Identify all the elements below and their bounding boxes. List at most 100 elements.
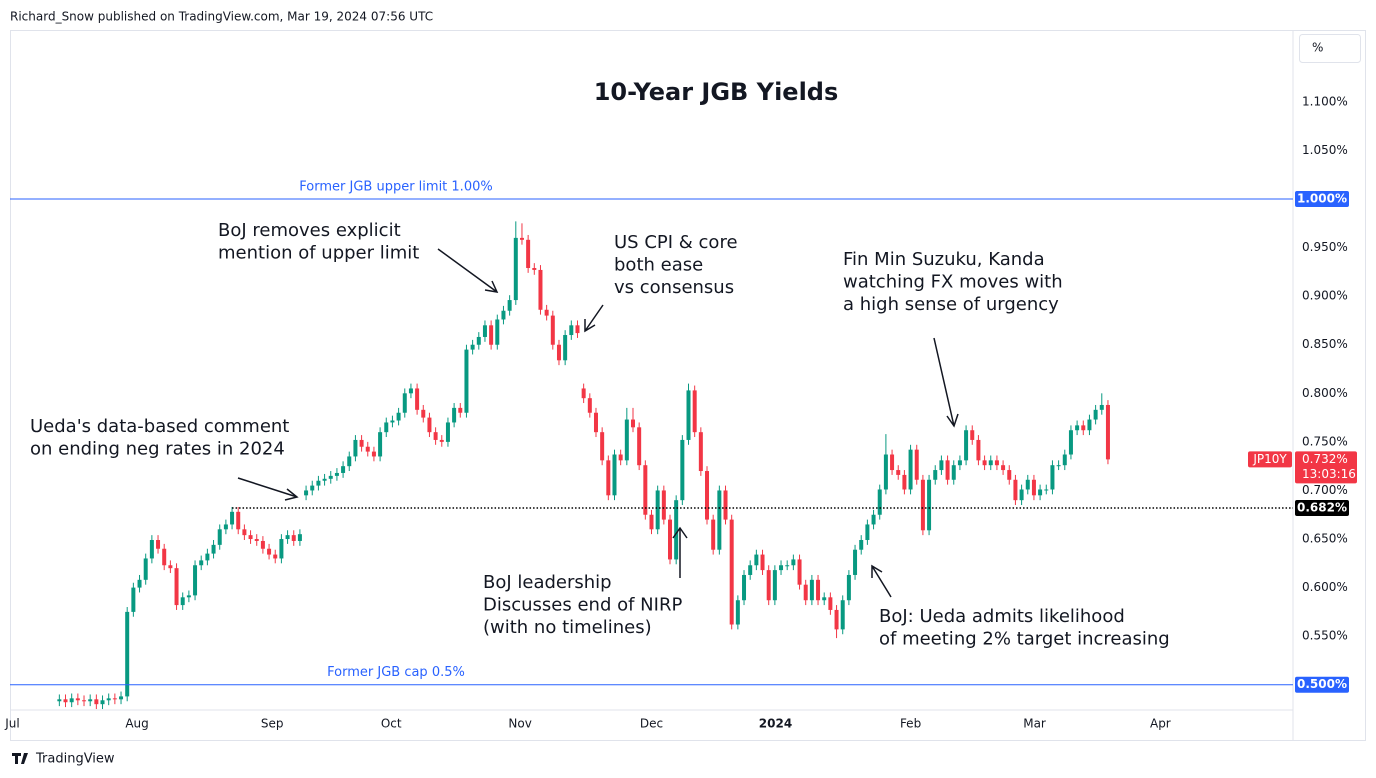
candle-body xyxy=(143,558,148,580)
candle-body xyxy=(1093,409,1098,420)
candle-body xyxy=(495,319,500,345)
candle-body xyxy=(908,449,913,490)
candle-body xyxy=(890,454,895,471)
y-tick-label: 1.050% xyxy=(1302,143,1348,157)
candle-body xyxy=(285,535,290,540)
annotation-line: Ueda's data-based comment xyxy=(30,416,289,437)
candle-body xyxy=(63,699,68,703)
candle-body xyxy=(945,460,950,480)
candle-body xyxy=(1019,489,1024,501)
candle-body xyxy=(612,454,617,496)
candle-body xyxy=(649,514,654,530)
candle-body xyxy=(859,540,864,550)
candle-body xyxy=(606,460,611,496)
candle-body xyxy=(600,432,605,461)
candle-body xyxy=(809,579,814,601)
candle-body xyxy=(112,698,117,700)
candle-body xyxy=(119,696,124,700)
annotation-line: on ending neg rates in 2024 xyxy=(30,439,285,460)
candle-body xyxy=(482,325,487,337)
candle-body xyxy=(199,560,204,566)
candle-body xyxy=(106,698,111,701)
candle-body xyxy=(88,699,93,702)
x-tick-label: Nov xyxy=(508,717,531,731)
candle-body xyxy=(1105,404,1110,460)
candle-body xyxy=(513,237,518,301)
candle-body xyxy=(359,439,364,447)
candle-body xyxy=(723,490,728,520)
candle-body xyxy=(156,540,161,549)
candle-body xyxy=(766,570,771,601)
candle-body xyxy=(569,325,574,336)
candle-body xyxy=(390,420,395,423)
arrow xyxy=(871,564,892,598)
brand-logo: TradingView xyxy=(12,752,115,767)
candle-body xyxy=(1025,479,1030,490)
candle-body xyxy=(1075,425,1080,431)
candle-body xyxy=(223,524,228,530)
candle-body xyxy=(532,268,537,270)
level-label: Former JGB cap 0.5% xyxy=(327,665,465,680)
candle-body xyxy=(593,412,598,433)
candle-body xyxy=(519,237,524,240)
candle-body xyxy=(939,460,944,471)
y-tick-label: 1.100% xyxy=(1302,94,1348,108)
candle-body xyxy=(433,432,438,440)
candle-body xyxy=(205,553,210,561)
candle-body xyxy=(439,439,444,442)
candle-body xyxy=(279,539,284,559)
candle-body xyxy=(877,489,882,515)
candle-body xyxy=(458,407,463,413)
candle-body xyxy=(297,534,302,541)
candle-body xyxy=(779,565,784,571)
last-price-badge xyxy=(1295,451,1357,484)
candle-body xyxy=(748,565,753,575)
candle-body xyxy=(304,490,309,496)
candle-body xyxy=(914,449,919,480)
candle-body xyxy=(729,519,734,625)
candle-body xyxy=(384,422,389,433)
symbol-badge-label: JP10Y xyxy=(1252,452,1287,466)
candle-body xyxy=(371,451,376,457)
y-tick-label: 0.550% xyxy=(1302,629,1348,643)
candle-body xyxy=(563,335,568,361)
countdown-label: 13:03:16 xyxy=(1302,467,1356,481)
candle-body xyxy=(470,344,475,350)
candle-body xyxy=(501,310,506,320)
candle-body xyxy=(760,554,765,571)
candle-body xyxy=(686,390,691,440)
candle-body xyxy=(445,422,450,442)
candle-body xyxy=(452,407,457,423)
symbol-badge xyxy=(1248,451,1292,468)
candle-body xyxy=(211,544,216,554)
candle-body xyxy=(871,514,876,525)
candle-body xyxy=(1031,479,1036,496)
candle-body xyxy=(618,454,623,461)
candle-body xyxy=(507,300,512,311)
candle-body xyxy=(94,699,99,705)
candle-body xyxy=(853,549,858,575)
x-tick-label: Aug xyxy=(125,717,148,731)
candle-body xyxy=(791,559,796,566)
candle-body xyxy=(334,472,339,476)
x-tick-label: Jul xyxy=(4,717,19,731)
candle-body xyxy=(217,529,222,545)
candle-body xyxy=(254,539,259,541)
candle-body xyxy=(168,565,173,569)
annotation-line: BoJ removes explicit xyxy=(218,220,401,241)
arrow xyxy=(672,526,688,578)
candle-body xyxy=(1044,489,1049,491)
candle-body xyxy=(988,460,993,466)
candle-body xyxy=(883,454,888,490)
candle-body xyxy=(717,490,722,550)
candle-body xyxy=(668,519,673,560)
unit-button[interactable] xyxy=(1299,34,1361,63)
candle-body xyxy=(538,269,543,310)
unit-label[interactable]: % xyxy=(1312,41,1323,55)
candle-body xyxy=(1062,454,1067,466)
candle-body xyxy=(957,460,962,466)
y-tick-label: 0.800% xyxy=(1302,386,1348,400)
